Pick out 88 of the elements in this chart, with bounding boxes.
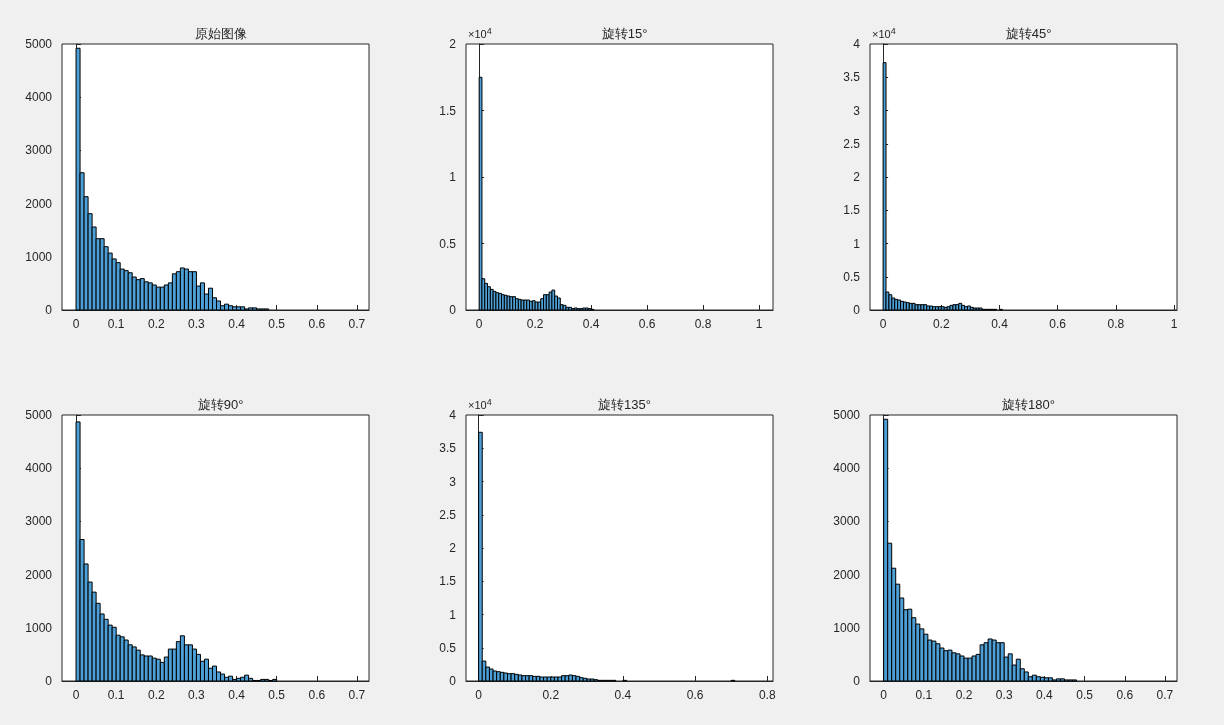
y-tick-label: 2.5 — [439, 507, 457, 522]
y-tick-label: 2000 — [25, 196, 53, 211]
x-tick-label: 0.8 — [758, 688, 776, 702]
y-tick-label: 4000 — [25, 90, 53, 105]
chart-title: 旋转90° — [197, 397, 244, 412]
y-tick-label: 4 — [449, 408, 457, 422]
x-tick-label: 0.1 — [915, 688, 933, 702]
y-tick-label: 4000 — [25, 461, 53, 476]
x-tick-label: 0.7 — [348, 688, 366, 702]
y-tick-label: 0.5 — [439, 236, 457, 251]
x-tick-label: 0.1 — [107, 317, 125, 331]
x-tick-label: 1 — [1170, 317, 1178, 331]
y-tick-label: 2 — [449, 541, 457, 555]
chart-title: 旋转180° — [1002, 397, 1055, 412]
chart-title: 旋转45° — [1005, 26, 1052, 41]
y-tick-label: 1 — [853, 236, 861, 251]
chart-title: 旋转15° — [601, 26, 648, 41]
y-tick-label: 4 — [853, 37, 861, 51]
y-tick-label: 1 — [449, 607, 457, 622]
chart-title: 原始图像 — [194, 26, 247, 41]
x-tick-label: 0.3 — [188, 317, 206, 331]
y-tick-label: 3000 — [25, 514, 53, 529]
x-tick-label: 0 — [72, 688, 80, 702]
x-tick-label: 0.6 — [308, 317, 326, 331]
y-tick-label: 2 — [449, 37, 457, 51]
x-tick-label: 0.2 — [526, 317, 544, 331]
x-tick-label: 1 — [755, 317, 763, 331]
y-tick-label: 0 — [853, 674, 861, 688]
x-tick-label: 0.2 — [955, 688, 973, 702]
y-tick-label: 3.5 — [843, 70, 861, 85]
x-tick-label: 0.6 — [308, 688, 326, 702]
y-tick-label: 1 — [449, 170, 457, 184]
y-tick-label: 4000 — [833, 461, 861, 476]
x-tick-label: 0.4 — [1036, 688, 1054, 702]
x-tick-label: 0.7 — [348, 317, 366, 331]
y-tick-label: 5000 — [25, 408, 53, 422]
y-tick-label: 3.5 — [439, 441, 457, 456]
y-tick-label: 3000 — [833, 514, 861, 529]
x-tick-label: 0.3 — [188, 688, 206, 702]
y-tick-label: 1000 — [833, 620, 861, 635]
x-tick-label: 0.4 — [582, 317, 600, 331]
y-tick-label: 0.5 — [843, 269, 861, 284]
y-tick-label: 3 — [449, 474, 457, 489]
y-tick-label: 0 — [45, 303, 53, 317]
x-tick-label: 0.2 — [932, 317, 950, 331]
y-tick-label: 1000 — [25, 249, 53, 264]
y-tick-label: 5000 — [25, 37, 53, 51]
y-tick-label: 5000 — [833, 408, 861, 422]
x-tick-label: 0.5 — [268, 688, 286, 702]
y-tick-label: 3000 — [25, 143, 53, 158]
x-tick-label: 0 — [475, 317, 483, 331]
y-tick-label: 1.5 — [439, 574, 457, 589]
y-tick-label: 2000 — [833, 567, 861, 582]
y-tick-label: 2000 — [25, 567, 53, 582]
y-tick-label: 2.5 — [843, 136, 861, 151]
chart-title: 旋转135° — [598, 397, 651, 412]
x-tick-label: 0.4 — [228, 317, 246, 331]
x-tick-label: 0.2 — [542, 688, 560, 702]
x-tick-label: 0 — [879, 317, 887, 331]
y-tick-label: 3 — [853, 103, 861, 118]
x-tick-label: 0.3 — [995, 688, 1013, 702]
x-tick-label: 0 — [475, 688, 483, 702]
x-tick-label: 0.1 — [107, 688, 125, 702]
y-tick-label: 1.5 — [843, 203, 861, 218]
x-tick-label: 0.6 — [686, 688, 704, 702]
x-tick-label: 0.6 — [1116, 688, 1134, 702]
y-tick-label: 0 — [449, 674, 457, 688]
x-tick-label: 0 — [880, 688, 888, 702]
x-tick-label: 0.2 — [147, 317, 165, 331]
y-tick-label: 1000 — [25, 620, 53, 635]
y-tick-label: 2 — [853, 170, 861, 184]
x-tick-label: 0.5 — [268, 317, 286, 331]
x-tick-label: 0.2 — [147, 688, 165, 702]
x-tick-label: 0.6 — [638, 317, 656, 331]
x-tick-label: 0.4 — [614, 688, 632, 702]
x-tick-label: 0.8 — [694, 317, 712, 331]
x-tick-label: 0.8 — [1107, 317, 1125, 331]
x-tick-label: 0.7 — [1156, 688, 1174, 702]
x-tick-label: 0.6 — [1049, 317, 1067, 331]
x-tick-label: 0.4 — [228, 688, 246, 702]
x-tick-label: 0.4 — [991, 317, 1009, 331]
y-tick-label: 0 — [45, 674, 53, 688]
x-tick-label: 0 — [72, 317, 80, 331]
y-tick-label: 0.5 — [439, 640, 457, 655]
y-tick-label: 0 — [853, 303, 861, 317]
y-tick-label: 1.5 — [439, 103, 457, 118]
x-tick-label: 0.5 — [1076, 688, 1094, 702]
y-tick-label: 0 — [449, 303, 457, 317]
